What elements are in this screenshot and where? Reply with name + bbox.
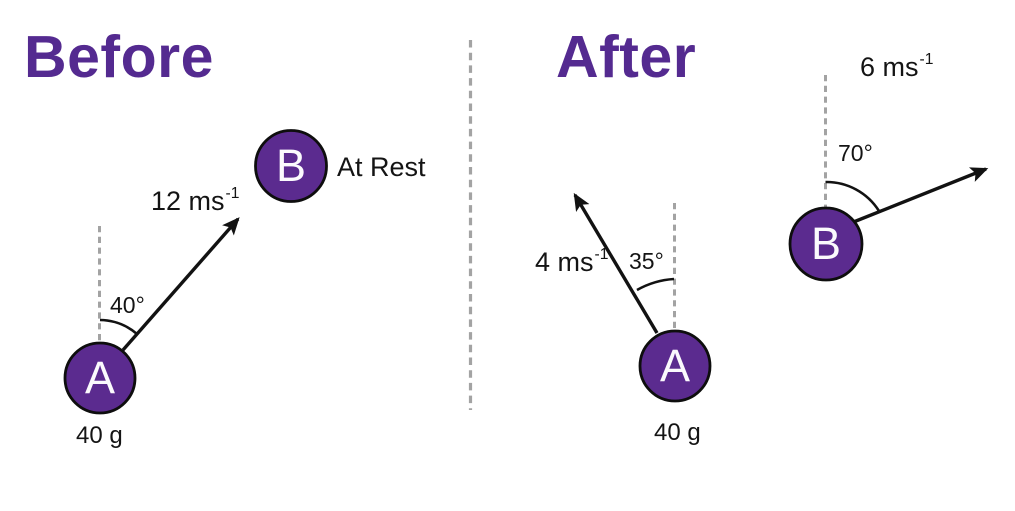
after-ball-b-angle-arc xyxy=(825,180,881,212)
after-ball-a-letter: A xyxy=(659,340,690,391)
after-ball-a-mass-label: 40 g xyxy=(654,419,701,446)
before-section-title: Before xyxy=(24,24,214,90)
after-ball-b-letter: B xyxy=(810,218,841,269)
before-ball-a-velocity-label: 12 ms-1 xyxy=(151,184,240,216)
before-ball-a-velocity-exponent: -1 xyxy=(225,184,240,202)
after-ball-b-angle-label: 70° xyxy=(838,140,873,166)
before-ball-b-circle xyxy=(254,129,328,203)
before-ball-a-angle-label: 40° xyxy=(110,292,145,318)
after-ball-b-velocity-value: 6 ms xyxy=(860,52,919,82)
after-ball-a-angle-arc xyxy=(636,277,675,292)
after-ball-a-circle xyxy=(638,329,712,403)
after-ball-a-velocity-exponent: -1 xyxy=(594,245,609,263)
after-ball-b-circle xyxy=(788,206,864,282)
before-ball-a-mass-label: 40 g xyxy=(76,422,123,449)
after-ball-b-velocity-arrow xyxy=(850,167,989,225)
after-ball-a-angle-label: 35° xyxy=(629,248,664,274)
after-section-title: After xyxy=(556,24,697,90)
before-ball-a-angle-arc xyxy=(99,318,138,336)
after-ball-b-velocity-exponent: -1 xyxy=(919,50,934,68)
after-ball-b-velocity-label: 6 ms-1 xyxy=(860,50,934,82)
after-ball-a-velocity-value: 4 ms xyxy=(535,247,594,277)
before-ball-a-velocity-arrow xyxy=(121,217,240,352)
after-ball-a-velocity-arrow xyxy=(573,192,659,334)
before-ball-a-velocity-value: 12 ms xyxy=(151,186,225,216)
after-ball-a-velocity-label: 4 ms-1 xyxy=(535,245,609,277)
before-ball-a-circle xyxy=(63,341,137,415)
before-ball-a-letter: A xyxy=(84,352,115,403)
before-ball-b-letter: B xyxy=(275,140,306,191)
before-ball-b-status-label: At Rest xyxy=(337,152,426,182)
